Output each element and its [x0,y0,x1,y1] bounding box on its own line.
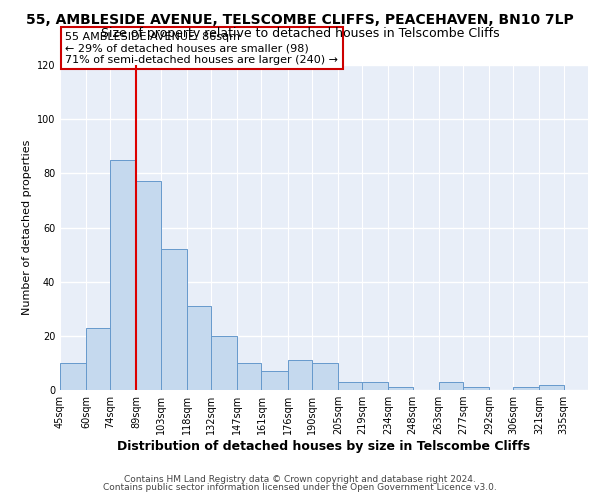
Bar [60,363,86,390]
Bar [86,328,110,390]
Bar [136,182,161,390]
Text: Contains HM Land Registry data © Crown copyright and database right 2024.: Contains HM Land Registry data © Crown c… [124,474,476,484]
Bar [312,363,338,390]
Bar [388,388,413,390]
Bar [110,160,136,390]
Y-axis label: Number of detached properties: Number of detached properties [22,140,32,315]
Text: 55 AMBLESIDE AVENUE: 86sqm
← 29% of detached houses are smaller (98)
71% of semi: 55 AMBLESIDE AVENUE: 86sqm ← 29% of deta… [65,32,338,65]
Text: Size of property relative to detached houses in Telscombe Cliffs: Size of property relative to detached ho… [101,28,499,40]
Bar [262,371,287,390]
Bar [439,382,463,390]
Text: Contains public sector information licensed under the Open Government Licence v3: Contains public sector information licen… [103,482,497,492]
Bar [463,388,489,390]
X-axis label: Distribution of detached houses by size in Telscombe Cliffs: Distribution of detached houses by size … [118,440,530,453]
Bar [539,384,563,390]
Bar [514,388,539,390]
Bar [187,306,211,390]
Bar [161,249,187,390]
Text: 55, AMBLESIDE AVENUE, TELSCOMBE CLIFFS, PEACEHAVEN, BN10 7LP: 55, AMBLESIDE AVENUE, TELSCOMBE CLIFFS, … [26,12,574,26]
Bar [362,382,388,390]
Bar [211,336,237,390]
Bar [338,382,362,390]
Bar [287,360,312,390]
Bar [237,363,262,390]
